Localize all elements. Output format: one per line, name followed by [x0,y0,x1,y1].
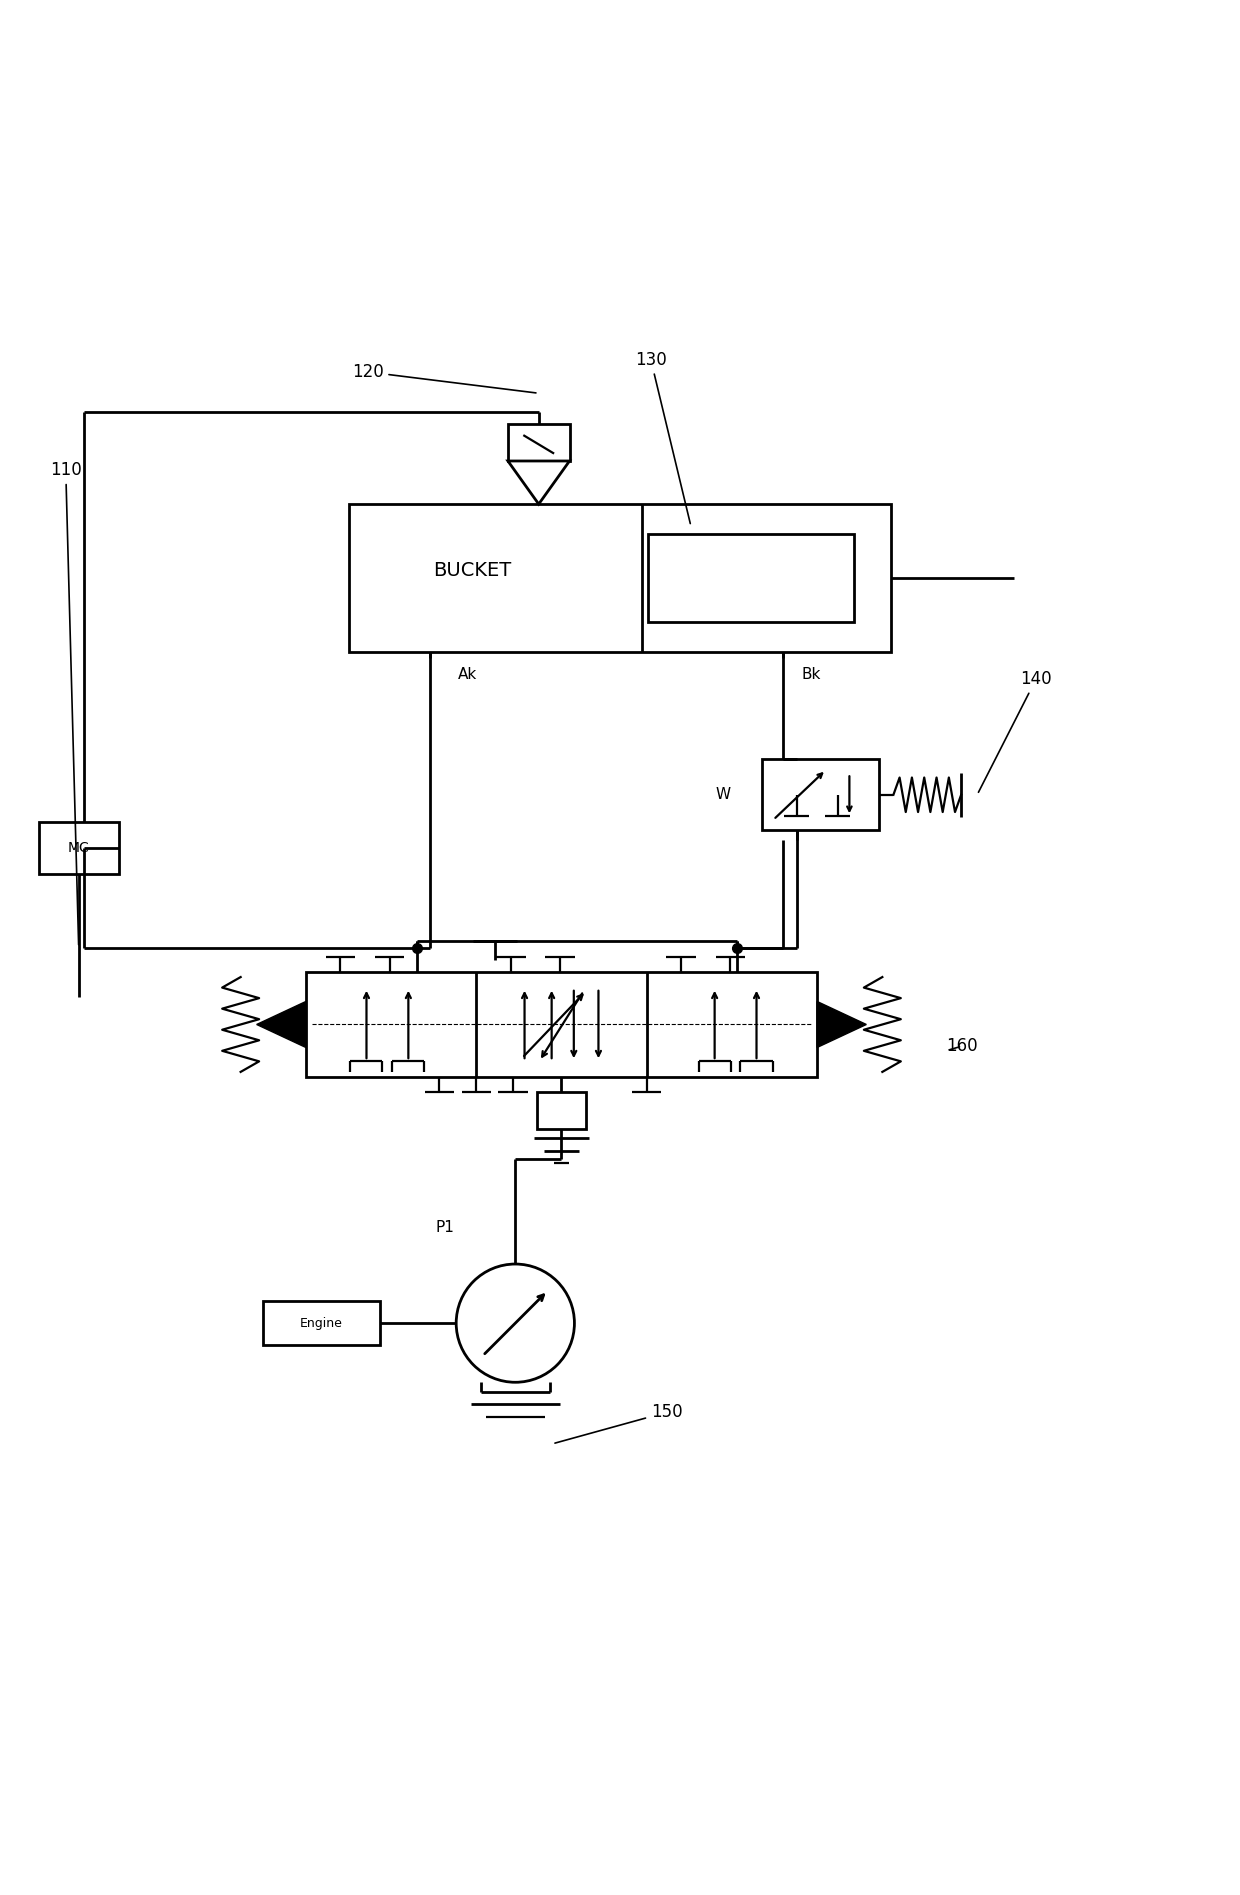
Text: Ak: Ak [458,667,476,682]
Bar [537,1092,587,1129]
Bar [348,504,892,652]
Polygon shape [257,1001,306,1048]
Bar [38,822,119,874]
Text: P1: P1 [435,1220,454,1234]
Text: 110: 110 [50,460,82,946]
Text: Bk: Bk [801,667,821,682]
Text: BUCKET: BUCKET [433,561,511,580]
Polygon shape [817,1001,867,1048]
Bar [647,534,854,622]
Text: 150: 150 [556,1402,682,1444]
Text: 140: 140 [978,671,1052,792]
Text: MC: MC [68,841,89,855]
Text: 160: 160 [946,1037,978,1056]
Bar [508,424,569,460]
Bar [761,760,879,830]
Text: W: W [715,786,730,802]
Bar [306,972,817,1076]
Polygon shape [508,460,569,504]
Bar [263,1302,379,1345]
Text: Engine: Engine [300,1317,342,1330]
Text: 130: 130 [635,351,691,523]
Text: 120: 120 [352,364,536,392]
